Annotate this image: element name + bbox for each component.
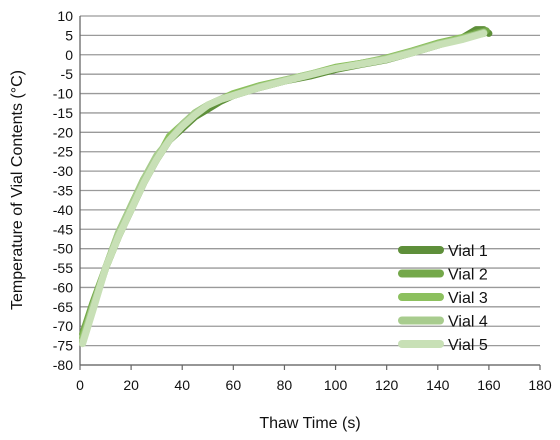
y-tick-label: 10 [57, 8, 73, 24]
y-tick-label: -20 [53, 124, 73, 140]
y-tick-label: -70 [53, 318, 73, 334]
y-tick-label: -60 [53, 279, 73, 295]
x-tick-label: 120 [375, 377, 399, 393]
y-tick-label: -25 [53, 144, 73, 160]
y-tick-label: -80 [53, 357, 73, 373]
legend-label-vial-2: Vial 2 [448, 267, 488, 284]
x-tick-label: 60 [226, 377, 242, 393]
y-tick-label: -10 [53, 86, 73, 102]
y-tick-label: -15 [53, 105, 73, 121]
y-tick-labels: 10 5 0 -5 -10 -15 -20 -25 -30 -35 -40 -45 -50 -55 -60 -… [53, 8, 73, 373]
x-tick-label: 160 [477, 377, 501, 393]
y-tick-label: -65 [53, 299, 73, 315]
y-tick-label: -30 [53, 163, 73, 179]
y-tick-label: -50 [53, 241, 73, 257]
series-lines [79, 26, 493, 348]
y-tick-label: 5 [65, 27, 73, 43]
gridlines [80, 15, 540, 366]
x-tick-label: 20 [123, 377, 139, 393]
y-tick-label: -40 [53, 202, 73, 218]
axes [79, 16, 541, 370]
x-tick-label: 40 [174, 377, 190, 393]
y-tick-label: -75 [53, 338, 73, 354]
x-tick-label: 180 [528, 377, 552, 393]
y-tick-label: -45 [53, 221, 73, 237]
series-line-vial-5 [79, 29, 488, 348]
x-tick-labels: 0 20 40 60 80 100 120 140 160 180 [76, 377, 552, 393]
y-tick-label: 0 [65, 47, 73, 63]
x-tick-label: 0 [76, 377, 84, 393]
legend-label-vial-1: Vial 1 [448, 243, 488, 260]
x-tick-label: 140 [426, 377, 450, 393]
y-tick-label: -35 [53, 183, 73, 199]
legend-label-vial-4: Vial 4 [448, 314, 488, 331]
y-tick-label: -5 [61, 66, 74, 82]
legend-label-vial-5: Vial 5 [448, 337, 488, 354]
y-axis-title: Temperature of Vial Contents (°C) [9, 70, 26, 310]
legend-label-vial-3: Vial 3 [448, 290, 488, 307]
x-tick-label: 100 [324, 377, 348, 393]
y-tick-label: -55 [53, 260, 73, 276]
x-axis-title: Thaw Time (s) [259, 415, 360, 432]
x-tick-label: 80 [277, 377, 293, 393]
legend: Vial 1 Vial 2 Vial 3 Vial 4 Vial 5 [398, 243, 488, 354]
